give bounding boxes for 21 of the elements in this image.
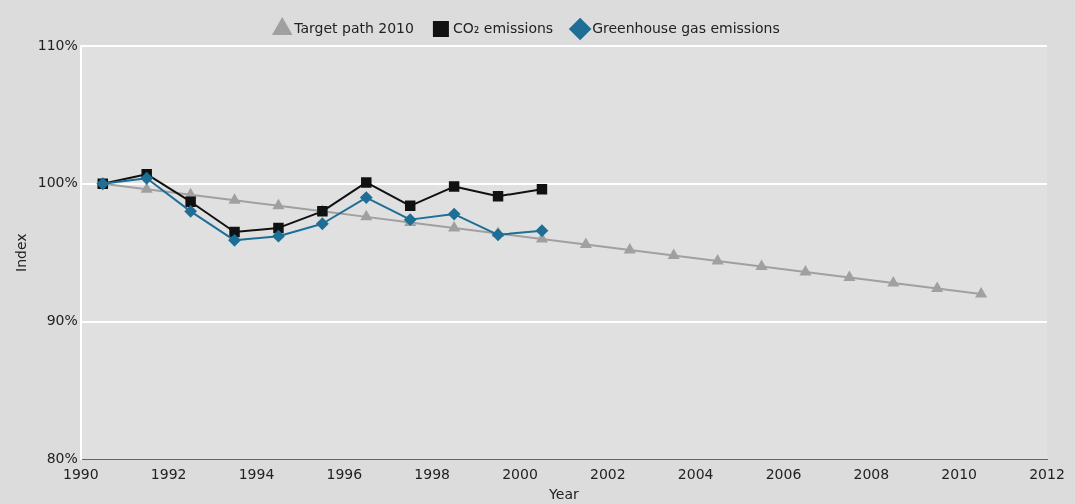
legend-label: Greenhouse gas emissions	[592, 19, 780, 36]
legend-label: Target path 2010	[293, 19, 414, 36]
x-tick-label: 2008	[853, 466, 890, 483]
x-tick-label: 1990	[63, 466, 99, 483]
x-axis-title: Year	[548, 486, 579, 503]
legend-label: CO₂ emissions	[452, 19, 554, 36]
x-tick-label: 2000	[502, 466, 538, 483]
x-tick-label: 1998	[414, 466, 450, 483]
y-tick-label: 110%	[37, 36, 78, 53]
x-tick-label: 2012	[1029, 466, 1065, 483]
y-tick-label: 80%	[46, 450, 78, 467]
x-tick-label: 1992	[150, 466, 187, 483]
x-tick-label: 1994	[238, 466, 275, 483]
x-tick-label: 2004	[677, 466, 714, 483]
y-tick-label: 100%	[37, 174, 78, 191]
x-tick-label: 2002	[590, 466, 626, 483]
x-tick-label: 1996	[326, 466, 363, 483]
x-tick-label: 2006	[765, 466, 802, 483]
y-axis-title: Index	[13, 233, 30, 272]
x-tick-label: 2010	[941, 466, 977, 483]
y-tick-label: 90%	[46, 312, 78, 329]
